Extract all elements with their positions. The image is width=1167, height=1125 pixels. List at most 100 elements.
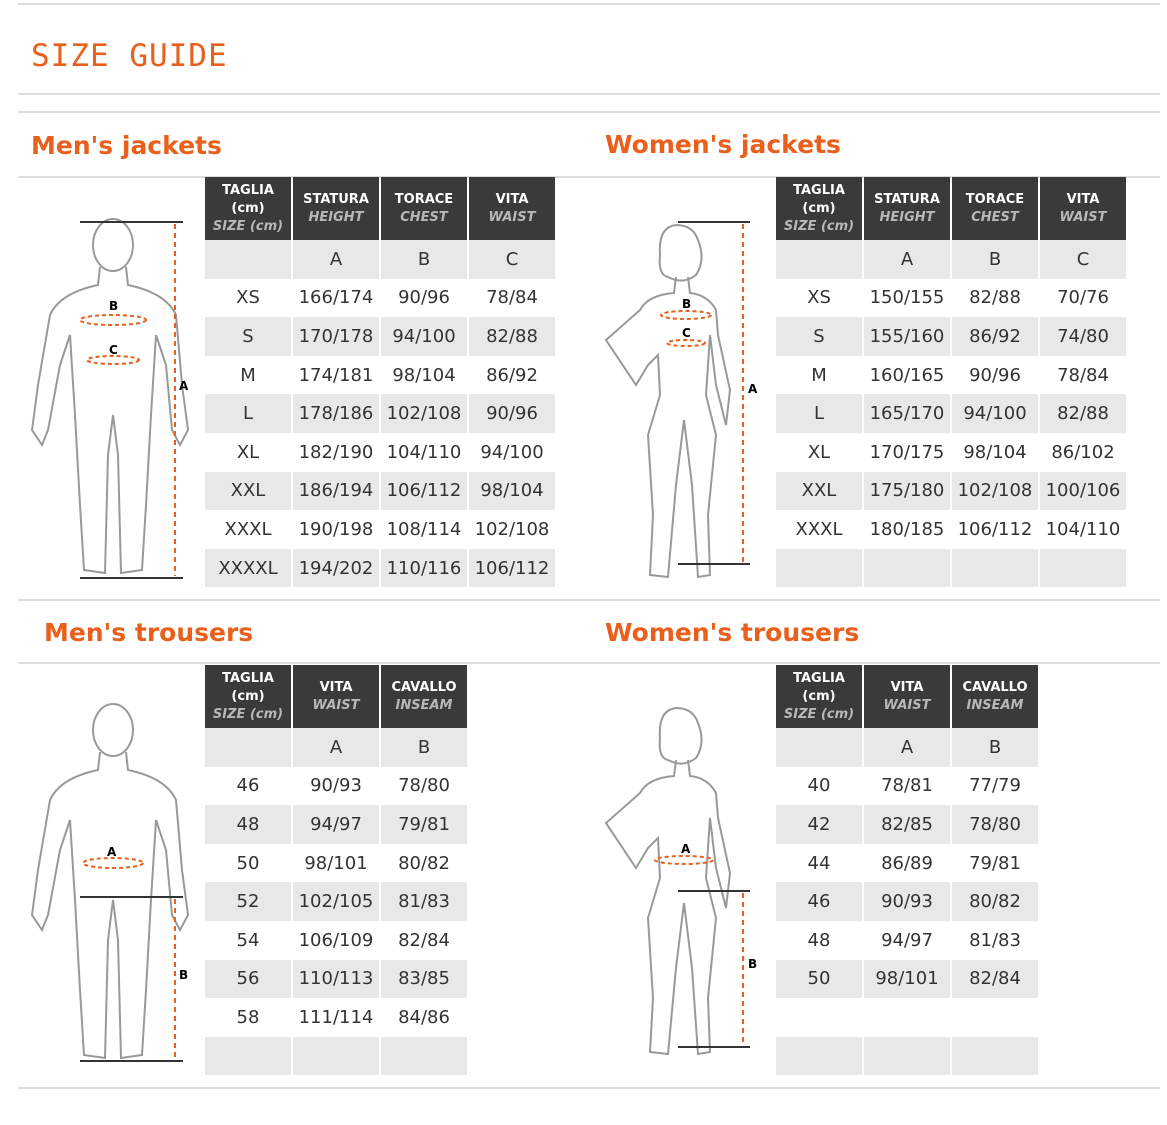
measure-label-a: A: [179, 379, 189, 393]
column-header: TAGLIA (cm) SIZE (cm): [205, 177, 291, 240]
measure-label-b: B: [179, 968, 188, 982]
table-cell: 111/114: [298, 1006, 374, 1028]
column-header: TORACE CHEST: [952, 177, 1038, 240]
measurement-letter: [776, 728, 862, 767]
table-cell: 94/100: [381, 317, 467, 356]
column-header-en: INSEAM: [395, 697, 453, 713]
table-cell: 84/86: [398, 1006, 450, 1028]
column-header: TAGLIA (cm) SIZE (cm): [776, 177, 862, 240]
table-cell: 48: [205, 805, 291, 844]
table-cell: 50: [776, 959, 862, 999]
table-cell: 46: [236, 775, 260, 797]
table-row: 54 106/109 82/84: [205, 921, 467, 960]
table-cell: 174/181: [298, 364, 374, 386]
table-header-row: TAGLIA (cm) SIZE (cm) STATURA HEIGHT TORACE C…: [205, 177, 555, 240]
table-cell: 80/82: [952, 882, 1038, 921]
column-header-en: WAIST: [1059, 209, 1107, 225]
table-row: [776, 1036, 1038, 1076]
table-row: 40 78/81 77/79: [776, 767, 1038, 806]
measurement-letter: B: [952, 728, 1038, 767]
divider: [18, 662, 1160, 664]
column-header: STATURA HEIGHT: [864, 177, 950, 240]
measurement-letter: B: [381, 240, 467, 279]
measure-label-a: A: [107, 845, 117, 859]
table-cell: 108/114: [386, 518, 462, 540]
column-header-en: WAIST: [883, 697, 931, 713]
table-cell: 166/174: [298, 287, 374, 309]
divider: [18, 599, 1160, 601]
table-cell: 98/104: [469, 471, 555, 511]
table-cell: 40: [807, 775, 831, 797]
column-header-en: WAIST: [488, 209, 536, 225]
mens-trousers-size-table: TAGLIA (cm) SIZE (cm) VITA WAIST CAVALLO INSE…: [203, 665, 469, 1076]
table-cell: 48: [807, 929, 831, 951]
table-cell: 52: [205, 882, 291, 921]
table-row: 46 90/93 80/82: [776, 882, 1038, 921]
female-figure-trousers: A B: [604, 707, 757, 1056]
table-cell: XXL: [205, 471, 291, 511]
table-cell: 170/178: [293, 317, 379, 356]
section-title-mens-jackets: Men's jackets: [31, 131, 222, 160]
table-row: [776, 548, 1126, 588]
table-cell: S: [776, 317, 862, 356]
measure-label-c: C: [109, 343, 118, 357]
table-cell: [952, 1036, 1038, 1076]
table-cell: 79/81: [969, 852, 1021, 874]
table-cell: 58: [236, 1006, 260, 1028]
column-header: VITA WAIST: [293, 665, 379, 728]
table-cell: 104/110: [386, 441, 462, 463]
table-row: XXXXL 194/202 110/116 106/112: [205, 548, 555, 588]
table-cell: 82/88: [969, 287, 1021, 309]
table-cell: 170/175: [869, 441, 945, 463]
table-cell: 86/89: [881, 852, 933, 874]
table-cell: 175/180: [864, 471, 950, 511]
table-cell: 155/160: [864, 317, 950, 356]
womens-trousers-size-table: TAGLIA (cm) SIZE (cm) VITA WAIST CAVALLO INSE…: [774, 665, 1040, 1076]
table-cell: [864, 1036, 950, 1076]
table-row: M 174/181 98/104 86/92: [205, 356, 555, 395]
divider: [18, 111, 1160, 113]
column-header-en: HEIGHT: [308, 209, 364, 225]
table-cell: 78/84: [486, 287, 538, 309]
table-cell: 90/96: [398, 287, 450, 309]
table-row: XXL 175/180 102/108 100/106: [776, 471, 1126, 511]
table-cell: XXXL: [795, 518, 843, 540]
column-header-en: WAIST: [312, 697, 360, 713]
table-cell: [293, 1036, 379, 1076]
table-row: 46 90/93 78/80: [205, 767, 467, 806]
table-cell: 94/100: [952, 394, 1038, 433]
table-row: 48 94/97 81/83: [776, 921, 1038, 960]
table-cell: 102/108: [381, 394, 467, 433]
column-header-it: CAVALLO: [962, 679, 1028, 695]
section-title-womens-jackets: Women's jackets: [605, 130, 841, 159]
column-header: VITA WAIST: [1040, 177, 1126, 240]
table-cell: 81/83: [969, 929, 1021, 951]
table-row: XXXL 190/198 108/114 102/108: [205, 510, 555, 549]
column-header-en: SIZE (cm): [212, 218, 284, 234]
table-cell: 74/80: [1040, 317, 1126, 356]
measure-label-a: A: [681, 842, 691, 856]
table-cell: 102/108: [474, 518, 550, 540]
column-header: CAVALLO INSEAM: [381, 665, 467, 728]
section-title-womens-trousers: Women's trousers: [605, 618, 860, 647]
measure-label-b: B: [109, 299, 118, 313]
divider: [18, 176, 1160, 178]
table-header-row: TAGLIA (cm) SIZE (cm) VITA WAIST CAVALLO INSE…: [776, 665, 1038, 728]
table-cell: 94/97: [293, 805, 379, 844]
table-cell: 110/116: [381, 548, 467, 588]
column-header-en: CHEST: [400, 209, 448, 225]
table-row: XS 150/155 82/88 70/76: [776, 279, 1126, 318]
page-title: SIZE GUIDE: [31, 38, 228, 74]
measurement-letter: A: [293, 240, 379, 279]
table-cell: XL: [807, 441, 831, 463]
divider: [18, 3, 1160, 5]
column-header-it: STATURA: [303, 191, 369, 207]
male-figure-trousers: A B: [30, 703, 190, 1062]
column-header-it: TAGLIA (cm): [222, 670, 274, 704]
table-cell: 82/84: [398, 929, 450, 951]
